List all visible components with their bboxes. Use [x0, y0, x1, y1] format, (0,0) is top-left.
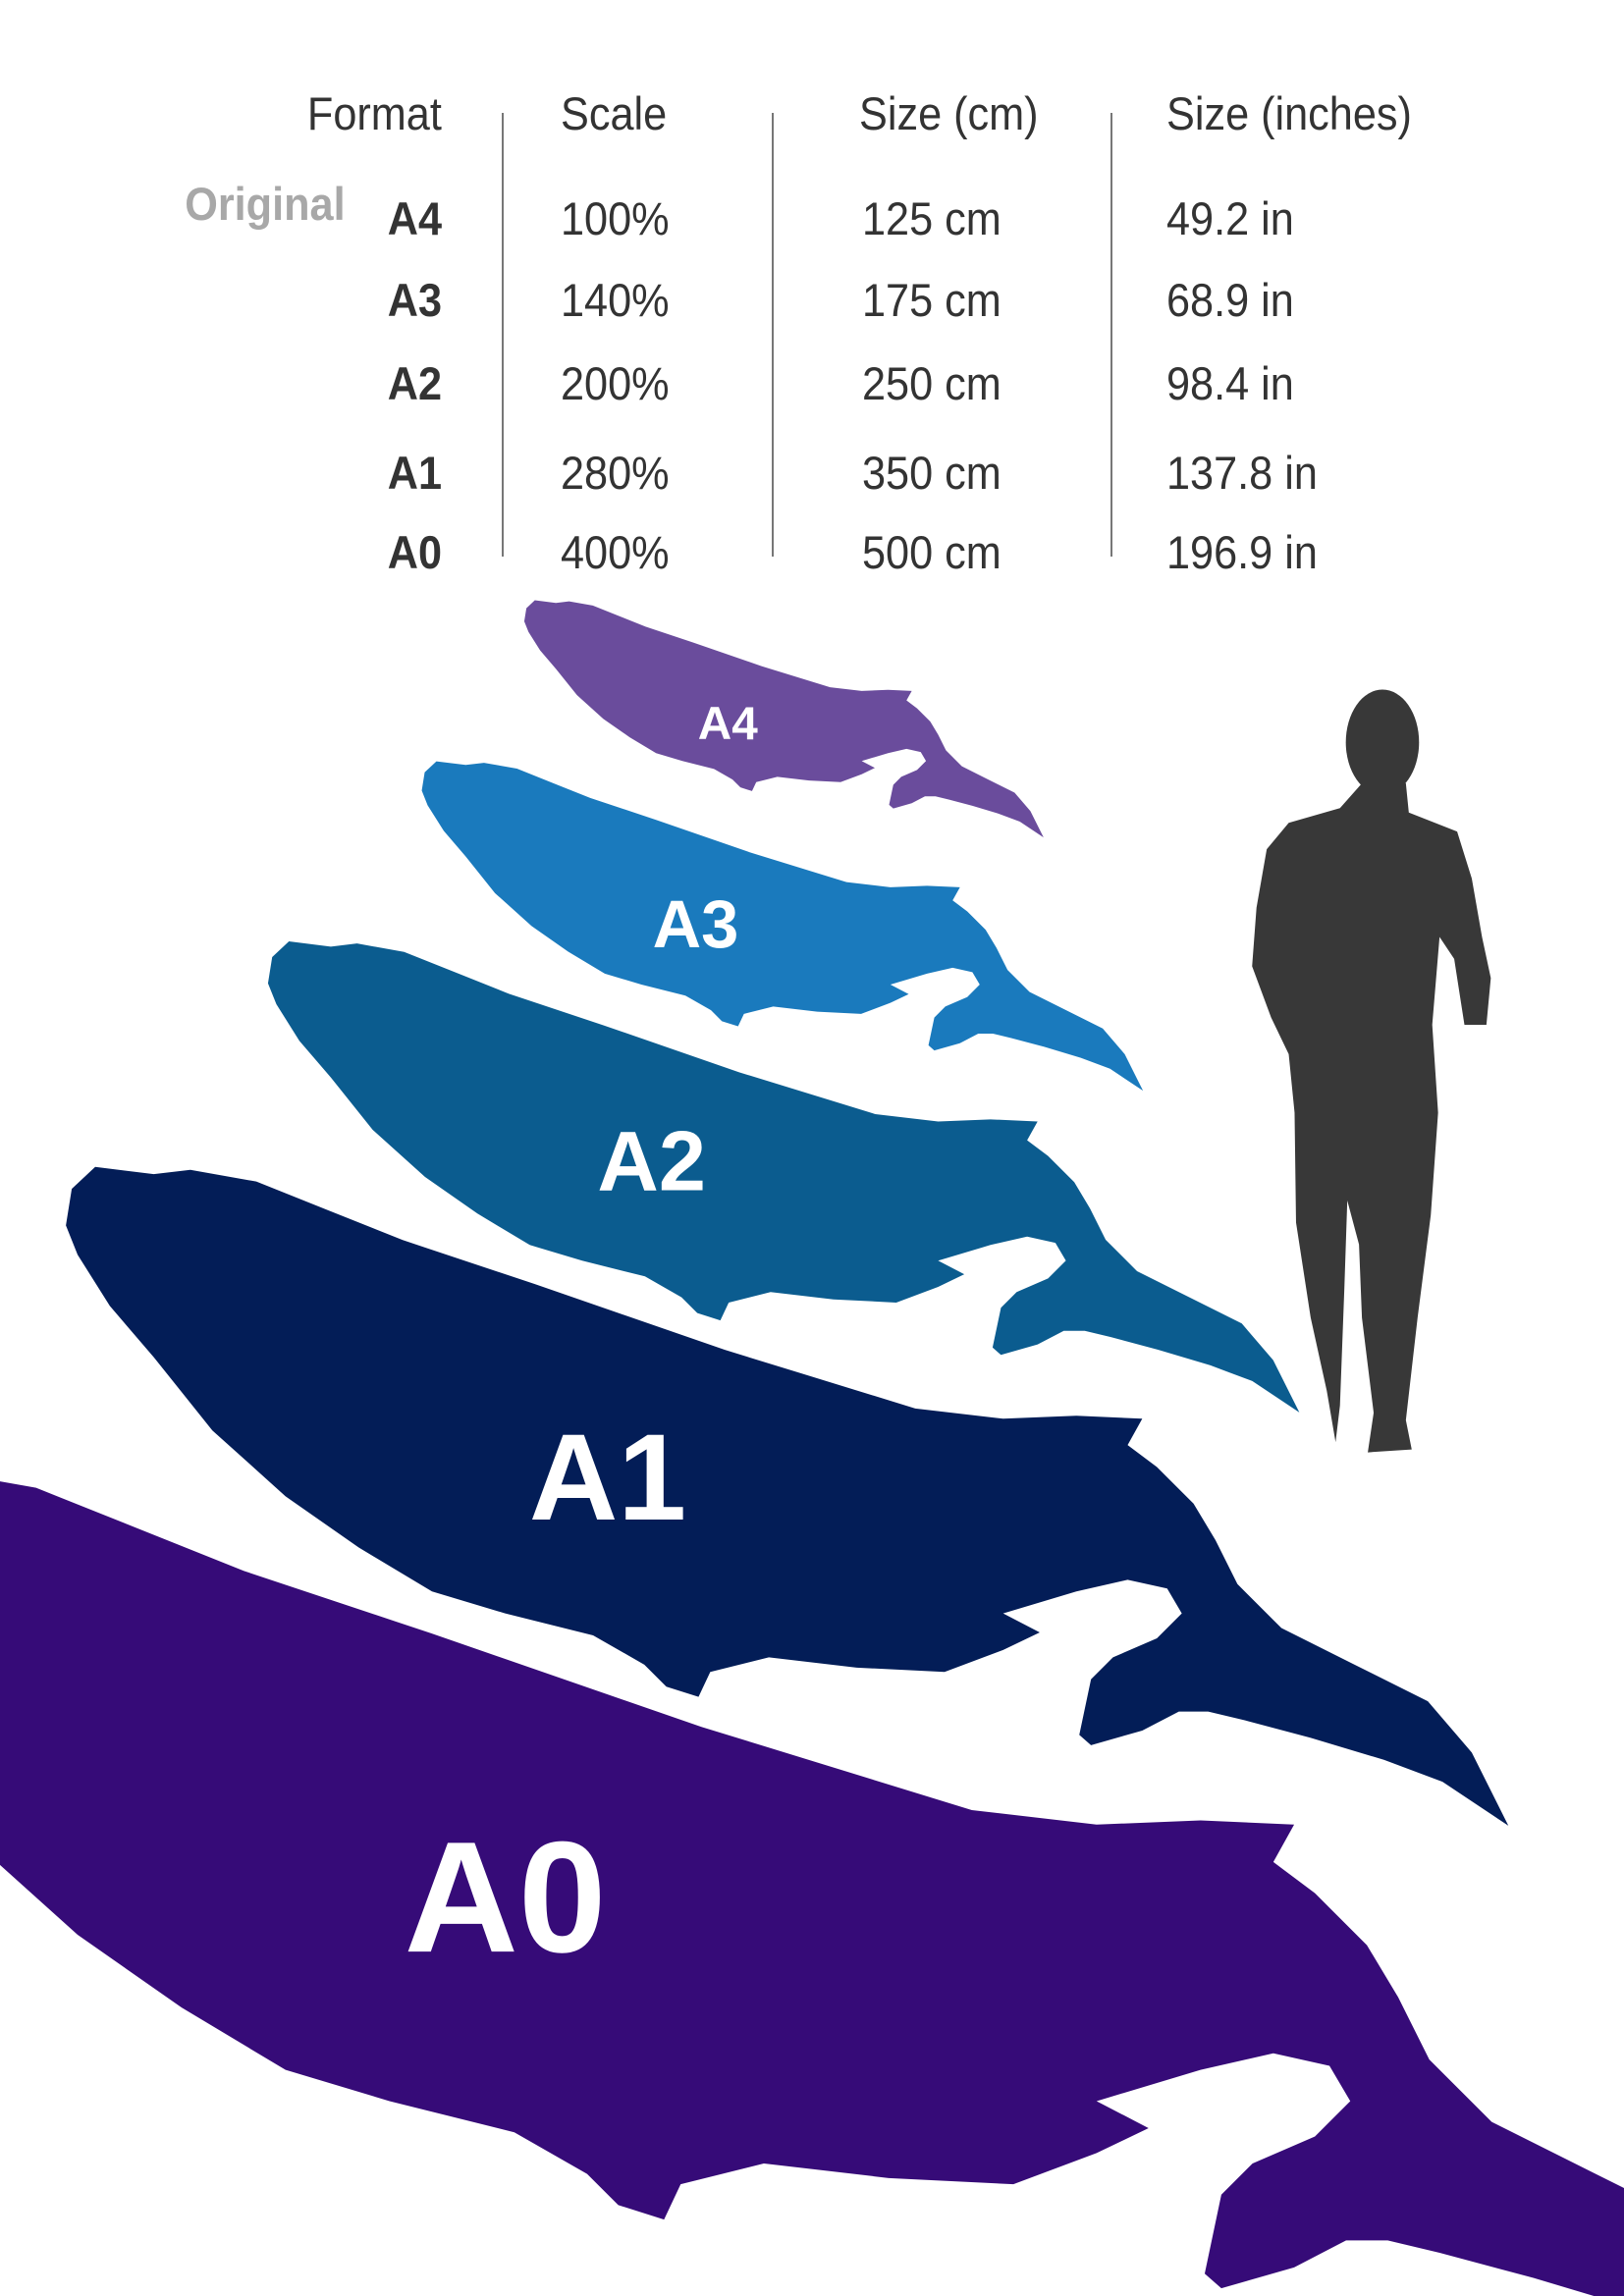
- format-cell: A1: [387, 447, 442, 499]
- column-divider: [772, 113, 774, 557]
- size-inches-cell: 196.9 in: [1166, 526, 1318, 578]
- whale-label: A1: [529, 1409, 686, 1546]
- header-size-inches: Size (inches): [1166, 87, 1412, 139]
- human-silhouette: [1252, 689, 1491, 1453]
- whale-label: A0: [405, 1809, 607, 1986]
- scale-cell: 200%: [561, 357, 670, 409]
- header-scale: Scale: [561, 87, 668, 139]
- format-cell: A0: [387, 526, 442, 578]
- whale-a4: A4: [523, 600, 1044, 838]
- size-inches-cell: 68.9 in: [1166, 274, 1294, 326]
- size-cm-cell: 175 cm: [862, 274, 1001, 326]
- whale-a0: A0: [0, 1467, 1624, 2296]
- format-cell: A2: [387, 357, 442, 409]
- whale-label: A3: [653, 886, 739, 962]
- size-inches-cell: 137.8 in: [1166, 447, 1318, 499]
- size-cm-cell: 350 cm: [862, 447, 1001, 499]
- whale-a2: A2: [267, 941, 1300, 1413]
- whale-a1: A1: [66, 1166, 1509, 1826]
- scale-cell: 400%: [561, 526, 670, 578]
- size-cm-cell: 500 cm: [862, 526, 1001, 578]
- format-cell: A3: [387, 274, 442, 326]
- scale-cell: 100%: [561, 192, 670, 244]
- header-size-cm: Size (cm): [859, 87, 1039, 139]
- size-inches-cell: 98.4 in: [1166, 357, 1294, 409]
- header-format: Format: [307, 87, 442, 139]
- size-cm-cell: 125 cm: [862, 192, 1001, 244]
- scale-cell: 140%: [561, 274, 670, 326]
- column-divider: [502, 113, 504, 557]
- whale-label: A2: [597, 1115, 706, 1209]
- original-label: Original: [185, 178, 346, 230]
- size-inches-cell: 49.2 in: [1166, 192, 1294, 244]
- whale-label: A4: [698, 698, 758, 750]
- format-cell: A4: [387, 192, 442, 244]
- size-cm-cell: 250 cm: [862, 357, 1001, 409]
- whale-a3: A3: [421, 761, 1144, 1092]
- scale-cell: 280%: [561, 447, 670, 499]
- column-divider: [1110, 113, 1112, 557]
- whale-silhouette: [523, 600, 1044, 838]
